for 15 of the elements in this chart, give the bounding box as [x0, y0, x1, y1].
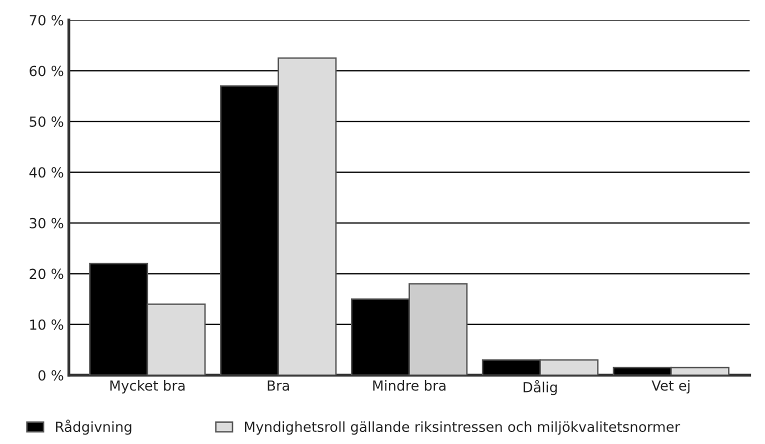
- legend-label: Myndighetsroll gällande riksintressen och miljökvalitetsnormer: [244, 421, 680, 435]
- y-tick-label: 0 %: [38, 370, 64, 381]
- legend-label: Rådgivning: [56, 420, 132, 435]
- x-tick-label: Bra: [268, 380, 289, 391]
- y-tick-label: 40 %: [29, 167, 64, 178]
- x-tick-label: Mycket bra: [110, 380, 185, 394]
- y-tick-label: 70 %: [30, 14, 64, 26]
- y-tick-label: 10 %: [30, 319, 64, 330]
- x-tick-label: Dålig: [524, 380, 557, 396]
- x-tick-label: Vet ej: [652, 380, 690, 394]
- x-tick-label: Mindre bra: [373, 380, 446, 391]
- y-tick-label: 30 %: [30, 218, 64, 228]
- y-tick-label: 50 %: [30, 116, 64, 127]
- y-tick-label: 20 %: [30, 268, 64, 280]
- y-tick-label: 60 %: [30, 66, 64, 76]
